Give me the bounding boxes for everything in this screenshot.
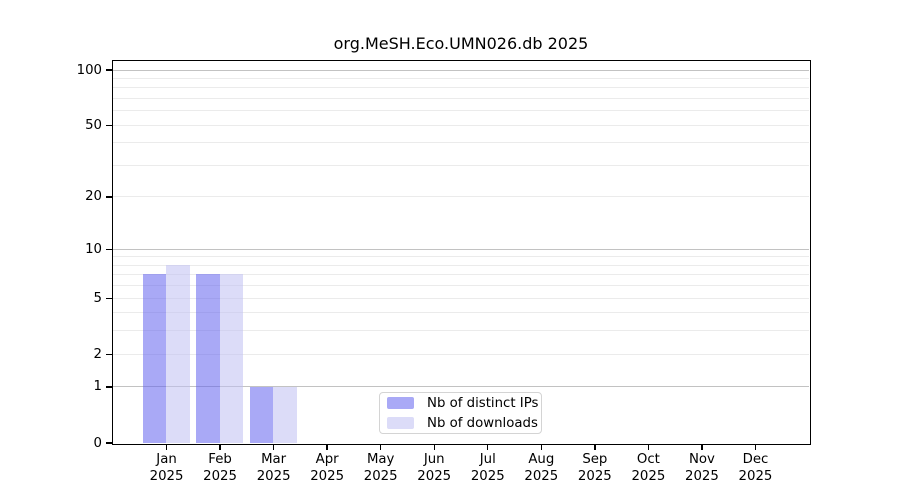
gridline-minor-40 <box>112 142 809 144</box>
y-tick-label-20: 20 <box>85 189 102 205</box>
x-tick-apr <box>326 444 328 450</box>
x-tick-feb <box>219 444 221 450</box>
x-tick-aug <box>540 444 542 450</box>
bar-distinct-ips-mar <box>249 386 274 443</box>
x-tick-label-may: May 2025 <box>363 452 398 484</box>
gridline-minor-70 <box>112 98 809 100</box>
gridline-minor-8 <box>112 264 809 266</box>
x-tick-dec <box>754 444 757 450</box>
gridline-minor-20 <box>112 196 809 198</box>
gridline-minor-50 <box>112 124 809 126</box>
x-tick-oct <box>647 444 650 450</box>
x-tick-sep <box>594 444 596 450</box>
y-tick-label-10: 10 <box>85 241 102 257</box>
x-tick-label-oct: Oct 2025 <box>631 452 666 484</box>
gridline-minor-3 <box>112 330 809 332</box>
x-tick-jul <box>487 444 489 450</box>
x-tick-label-jan: Jan 2025 <box>149 452 184 484</box>
y-tick-label-50: 50 <box>85 117 102 133</box>
x-tick-jan <box>165 444 168 450</box>
gridline-minor-5 <box>112 297 809 299</box>
legend-swatch-downloads <box>387 417 414 429</box>
x-tick-label-apr: Apr 2025 <box>310 452 345 484</box>
bar-distinct-ips-jan <box>142 274 167 443</box>
gridline-major-10 <box>112 248 809 250</box>
y-tick-label-1: 1 <box>93 379 102 395</box>
gridline-minor-7 <box>112 274 809 276</box>
y-tick-label-0: 0 <box>93 435 102 451</box>
x-tick-label-sep: Sep 2025 <box>577 452 612 484</box>
x-tick-may <box>379 444 382 450</box>
gridline-minor-90 <box>112 77 809 79</box>
bar-distinct-ips-feb <box>196 274 220 443</box>
x-tick-mar <box>272 444 275 450</box>
gridline-major-100 <box>112 69 809 71</box>
legend-label-distinct-ips: Nb of distinct IPs <box>427 395 539 411</box>
y-tick-label-5: 5 <box>93 290 102 306</box>
gridline-minor-60 <box>112 110 809 112</box>
bar-downloads-feb <box>219 274 244 443</box>
x-tick-nov <box>701 444 703 450</box>
gridline-minor-4 <box>112 312 809 314</box>
x-tick-label-mar: Mar 2025 <box>256 452 291 484</box>
legend: Nb of distinct IPs Nb of downloads <box>379 392 542 434</box>
y-tick-label-100: 100 <box>76 62 102 78</box>
legend-label-downloads: Nb of downloads <box>427 415 538 431</box>
gridline-minor-80 <box>112 87 809 89</box>
legend-swatch-distinct-ips <box>387 397 414 409</box>
gridline-minor-9 <box>112 256 809 258</box>
x-tick-label-jul: Jul 2025 <box>470 452 505 484</box>
x-tick-jun <box>433 444 435 450</box>
x-tick-label-aug: Aug 2025 <box>524 452 559 484</box>
y-tick-label-2: 2 <box>93 346 102 362</box>
gridline-minor-30 <box>112 165 809 166</box>
x-tick-label-dec: Dec 2025 <box>738 452 773 484</box>
x-tick-label-feb: Feb 2025 <box>203 452 237 484</box>
bar-downloads-mar <box>273 386 297 443</box>
legend-item-downloads: Nb of downloads <box>387 416 538 431</box>
gridline-minor-2 <box>112 353 809 355</box>
legend-item-distinct-ips: Nb of distinct IPs <box>387 396 538 411</box>
gridline-minor-6 <box>112 285 809 287</box>
chart-title: org.MeSH.Eco.UMN026.db 2025 <box>333 34 589 53</box>
plot-area <box>111 59 811 445</box>
gridline-major-1 <box>112 386 809 388</box>
x-tick-label-jun: Jun 2025 <box>417 452 452 484</box>
bar-downloads-jan <box>166 264 190 443</box>
x-tick-label-nov: Nov 2025 <box>685 452 719 484</box>
plot-inner <box>112 61 809 443</box>
